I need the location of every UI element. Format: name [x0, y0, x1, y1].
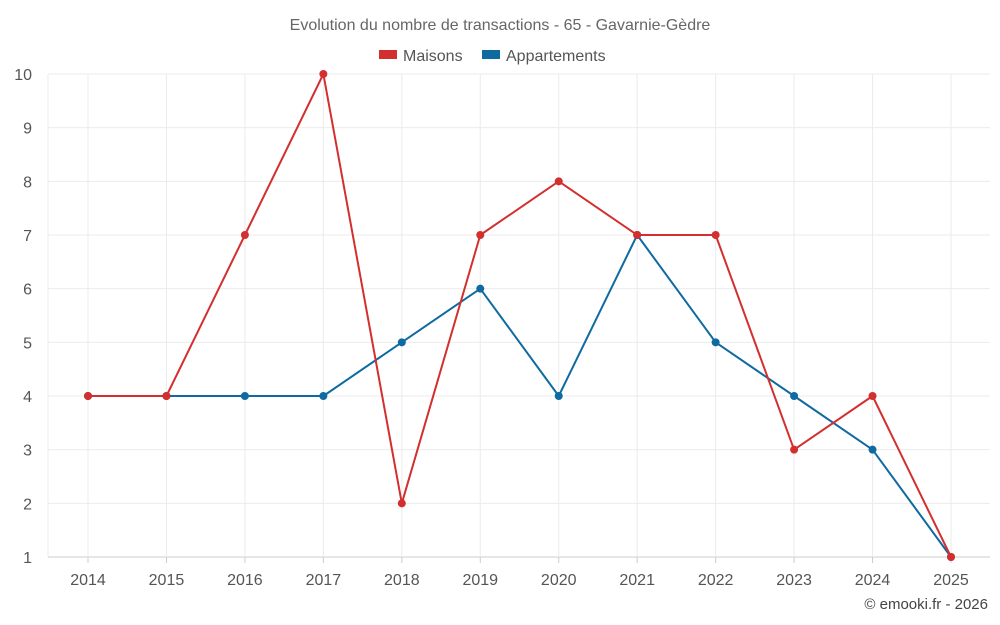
data-point-maisons[interactable]: [633, 231, 642, 239]
series: [84, 70, 955, 561]
data-point-maisons[interactable]: [397, 499, 406, 508]
data-point-appartements[interactable]: [554, 392, 563, 400]
data-point-appartements[interactable]: [476, 284, 485, 293]
x-tick-label: 2017: [306, 572, 342, 589]
legend-label-maisons: Maisons: [403, 48, 463, 65]
x-tick-label: 2025: [933, 572, 969, 589]
data-point-maisons[interactable]: [947, 553, 955, 561]
data-point-appartements[interactable]: [711, 338, 720, 347]
data-point-appartements[interactable]: [868, 445, 877, 454]
series-line-appartements: [88, 234, 952, 558]
data-point-maisons[interactable]: [240, 231, 249, 239]
y-tick-label: 5: [23, 335, 32, 352]
data-point-maisons[interactable]: [84, 392, 92, 400]
y-tick-label: 1: [23, 550, 32, 567]
x-tick-label: 2024: [855, 572, 891, 589]
credit-text: © emooki.fr - 2026: [864, 596, 988, 613]
y-tick-label: 2: [23, 496, 32, 513]
x-tick-label: 2020: [541, 572, 577, 589]
y-tick-label: 7: [23, 228, 32, 245]
legend-swatch-maisons: [379, 50, 397, 59]
data-point-maisons[interactable]: [554, 177, 563, 186]
legend-swatch-appartements: [482, 50, 500, 59]
legend-item-maisons[interactable]: Maisons: [379, 48, 463, 65]
y-tick-label: 9: [23, 121, 32, 138]
x-tick-label: 2021: [619, 572, 655, 589]
data-point-maisons[interactable]: [162, 392, 171, 400]
x-tick-label: 2022: [698, 572, 734, 589]
legend-label-appartements: Appartements: [506, 48, 606, 65]
data-point-maisons[interactable]: [711, 231, 720, 239]
axes: 1 2 3 4 5 6 7 8 9 10 2014 2015 2016 2017 2018 2019 2020 2…: [14, 67, 969, 589]
data-point-appartements[interactable]: [319, 392, 328, 400]
data-point-maisons[interactable]: [790, 445, 799, 454]
y-tick-label: 6: [23, 282, 32, 299]
y-tick-label: 4: [23, 389, 32, 406]
data-point-maisons[interactable]: [868, 392, 877, 400]
chart-title: Evolution du nombre de transactions - 65…: [290, 17, 711, 34]
y-tick-label: 3: [23, 443, 32, 460]
data-point-appartements[interactable]: [240, 392, 249, 400]
data-point-maisons[interactable]: [476, 231, 485, 239]
data-point-appartements[interactable]: [397, 338, 406, 347]
x-tick-label: 2018: [384, 572, 420, 589]
legend-item-appartements[interactable]: Appartements: [482, 48, 606, 65]
grid: [47, 73, 990, 558]
x-tick-label: 2014: [70, 572, 106, 589]
x-tick-label: 2016: [227, 572, 263, 589]
data-point-maisons[interactable]: [319, 70, 328, 78]
x-tick-label: 2015: [149, 572, 185, 589]
series-line-maisons: [88, 73, 952, 558]
y-tick-label: 10: [14, 67, 32, 84]
x-tick-label: 2023: [776, 572, 812, 589]
x-tick-label: 2019: [462, 572, 498, 589]
data-point-appartements[interactable]: [790, 392, 799, 400]
y-tick-label: 8: [23, 174, 32, 191]
legend: Maisons Appartements: [379, 48, 606, 65]
